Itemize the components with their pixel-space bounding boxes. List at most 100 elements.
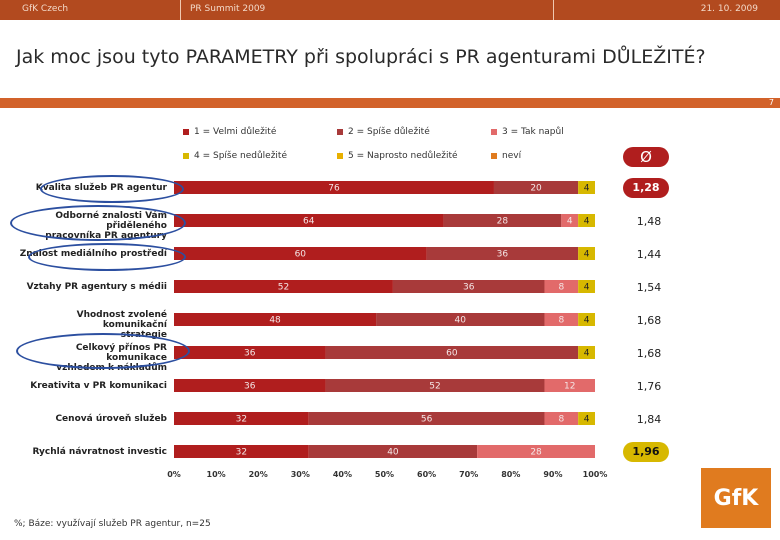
average-value: 1,54: [636, 281, 662, 294]
header-divider: [553, 0, 554, 20]
bar-segment: [308, 445, 478, 458]
average-value: 1,44: [636, 248, 662, 261]
highlight-ellipse: [28, 243, 186, 271]
bar-segment: [308, 412, 545, 425]
average-value: 1,28: [623, 178, 669, 198]
legend-item: 3 = Tak napůl: [491, 127, 564, 137]
bar-value-label: 20: [530, 184, 542, 194]
page-number: 7: [768, 98, 774, 107]
bar-segment: [544, 379, 595, 392]
bar-segment: [174, 346, 326, 359]
legend-label: 4 = Spíše nedůležité: [194, 151, 287, 161]
bar-value-label: 8: [558, 316, 564, 326]
legend-item: 1 = Velmi důležité: [183, 127, 276, 137]
bar-value-label: 8: [558, 283, 564, 293]
category-label-line: Vztahy PR agentury s médii: [26, 281, 167, 292]
bar-value-label: 36: [497, 250, 509, 260]
bar-segment: [578, 280, 595, 293]
legend-item: 2 = Spíše důležité: [337, 127, 430, 137]
gfk-logo: GfK: [701, 468, 771, 528]
legend-swatch: [491, 129, 497, 135]
bar-value-label: 4: [584, 415, 590, 425]
legend-item: 4 = Spíše nedůležité: [183, 151, 287, 161]
bar-value-label: 52: [429, 382, 440, 392]
category-label-line: Rychlá návratnost investic: [32, 446, 167, 457]
x-tick-label: 70%: [459, 470, 478, 479]
bar-value-label: 4: [567, 217, 573, 227]
company-name: GfK Czech: [22, 4, 69, 14]
legend-label: 1 = Velmi důležité: [194, 127, 277, 137]
header-date: 21. 10. 2009: [700, 4, 758, 14]
bar-segment: [174, 445, 309, 458]
bar-segment: [578, 247, 595, 260]
bar-value-label: 28: [530, 448, 542, 458]
bar-value-label: 64: [303, 217, 315, 227]
bar-segment: [561, 214, 579, 227]
bar-value-label: 12: [564, 382, 575, 392]
bar-segment: [578, 214, 595, 227]
bar-value-label: 76: [328, 184, 340, 194]
legend-item: 5 = Naprosto nedůležité: [337, 151, 458, 161]
x-tick-label: 60%: [417, 470, 436, 479]
bar-segment: [325, 346, 579, 359]
page-title: Jak moc jsou tyto PARAMETRY při spoluprá…: [16, 46, 706, 68]
bar-segment: [477, 445, 595, 458]
bar-segment: [174, 412, 309, 425]
legend-item: neví: [491, 151, 521, 161]
highlight-ellipse: [10, 205, 186, 241]
bar-segment: [578, 313, 595, 326]
category-label: Cenová úroveň služeb: [17, 414, 167, 424]
bar-value-label: 4: [584, 217, 590, 227]
legend-swatch: [337, 153, 343, 159]
bar-segment: [325, 379, 545, 392]
bar-value-label: 36: [244, 349, 256, 359]
legend-swatch: [337, 129, 343, 135]
legend-swatch: [491, 153, 497, 159]
bar-value-label: 36: [244, 382, 256, 392]
x-tick-label: 0%: [167, 470, 181, 479]
title-rule: [0, 98, 780, 108]
category-label: Kreativita v PR komunikaci: [17, 381, 167, 391]
bar-value-label: 36: [463, 283, 475, 293]
legend-label: neví: [502, 151, 522, 161]
bar-segment: [443, 214, 562, 227]
bar-segment: [578, 346, 595, 359]
bar-value-label: 4: [584, 283, 590, 293]
average-value: 1,76: [636, 380, 662, 393]
average-value: 1,96: [623, 442, 669, 462]
x-tick-label: 50%: [375, 470, 394, 479]
highlight-ellipse: [16, 333, 190, 369]
bar-value-label: 8: [558, 415, 564, 425]
bar-value-label: 4: [584, 349, 590, 359]
x-tick-label: 100%: [583, 470, 608, 479]
bar-segment: [426, 247, 579, 260]
bar-value-label: 4: [584, 316, 590, 326]
bar-segment: [174, 379, 326, 392]
bar-segment: [493, 181, 579, 194]
legend-label: 5 = Naprosto nedůležité: [348, 151, 458, 161]
footnote: %; Báze: využívají služeb PR agentur, n=…: [14, 519, 211, 529]
category-label-line: Cenová úroveň služeb: [55, 413, 167, 424]
bar-value-label: 32: [236, 448, 247, 458]
bar-segment: [578, 181, 595, 194]
bar-value-label: 56: [421, 415, 433, 425]
bar-segment: [376, 313, 545, 326]
bar-segment: [174, 214, 444, 227]
average-value: 1,48: [636, 215, 662, 228]
average-value: 1,68: [636, 314, 662, 327]
bar-value-label: 40: [387, 448, 399, 458]
bar-segment: [544, 412, 579, 425]
average-value: 1,84: [636, 413, 662, 426]
average-value: 1,68: [636, 347, 662, 360]
legend-label: 2 = Spíše důležité: [348, 127, 430, 137]
x-tick-label: 30%: [291, 470, 310, 479]
legend-label: 3 = Tak napůl: [502, 127, 564, 137]
bar-value-label: 4: [584, 250, 590, 260]
bar-value-label: 60: [446, 349, 458, 359]
bar-value-label: 32: [236, 415, 247, 425]
header-divider: [180, 0, 181, 20]
bar-segment: [174, 247, 427, 260]
header-bar: GfK Czech PR Summit 2009 21. 10. 2009: [0, 0, 780, 20]
legend-swatch: [183, 129, 189, 135]
x-tick-label: 40%: [333, 470, 352, 479]
